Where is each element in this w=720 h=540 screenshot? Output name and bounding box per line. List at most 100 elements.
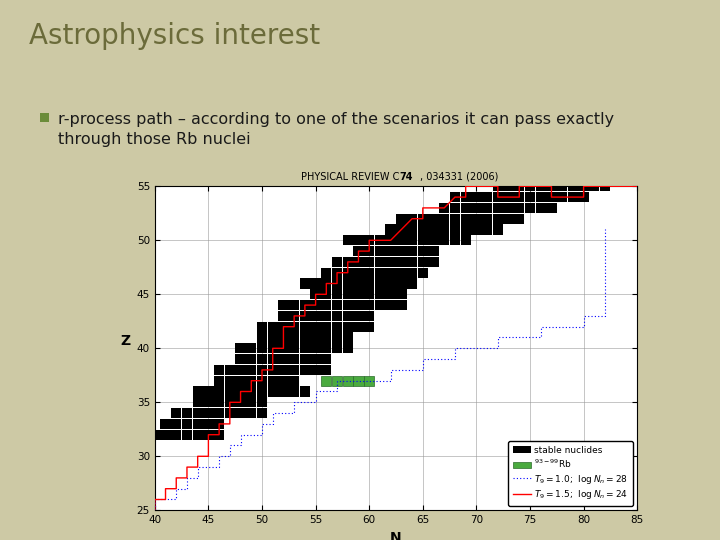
- Bar: [492, 202, 503, 213]
- Bar: [300, 354, 310, 364]
- Bar: [482, 202, 492, 213]
- Bar: [257, 343, 267, 354]
- Bar: [268, 375, 278, 386]
- Bar: [407, 213, 417, 224]
- Bar: [428, 213, 438, 224]
- Legend: stable nuclides, $^{93-99}$Rb, $T_9 = 1.0$;  $\log N_n = 28$, $T_9 = 1.5$;  $\lo: stable nuclides, $^{93-99}$Rb, $T_9 = 1.…: [508, 441, 633, 506]
- Bar: [364, 375, 374, 386]
- Bar: [289, 386, 300, 397]
- Bar: [482, 224, 492, 235]
- Bar: [354, 278, 364, 289]
- Bar: [428, 256, 438, 267]
- Bar: [396, 256, 407, 267]
- Bar: [225, 364, 235, 375]
- Bar: [300, 278, 310, 289]
- Bar: [279, 343, 289, 354]
- Bar: [300, 343, 310, 354]
- Bar: [354, 246, 364, 256]
- Bar: [214, 397, 224, 408]
- Bar: [279, 321, 289, 332]
- Bar: [343, 289, 353, 300]
- Bar: [375, 300, 385, 310]
- Bar: [161, 418, 171, 429]
- Bar: [279, 364, 289, 375]
- Bar: [514, 202, 524, 213]
- Bar: [182, 408, 192, 418]
- Bar: [600, 181, 610, 192]
- Bar: [385, 224, 396, 235]
- Bar: [364, 267, 374, 278]
- Bar: [214, 418, 224, 429]
- Bar: [385, 256, 396, 267]
- Bar: [203, 418, 214, 429]
- Bar: [289, 332, 300, 343]
- Bar: [192, 408, 203, 418]
- Bar: [171, 418, 181, 429]
- Bar: [321, 278, 331, 289]
- Bar: [396, 213, 407, 224]
- Bar: [225, 375, 235, 386]
- Bar: [492, 213, 503, 224]
- Bar: [310, 321, 320, 332]
- Text: Astrophysics interest: Astrophysics interest: [29, 22, 320, 50]
- Bar: [396, 278, 407, 289]
- Bar: [375, 246, 385, 256]
- Bar: [321, 310, 331, 321]
- Bar: [332, 321, 342, 332]
- Bar: [310, 332, 320, 343]
- Bar: [385, 246, 396, 256]
- Bar: [332, 267, 342, 278]
- Bar: [461, 213, 471, 224]
- Bar: [375, 289, 385, 300]
- Bar: [214, 386, 224, 397]
- Bar: [364, 278, 374, 289]
- Bar: [192, 429, 203, 440]
- Bar: [268, 354, 278, 364]
- Bar: [246, 386, 256, 397]
- Bar: [289, 321, 300, 332]
- Bar: [246, 375, 256, 386]
- Bar: [257, 375, 267, 386]
- Bar: [375, 278, 385, 289]
- Bar: [192, 418, 203, 429]
- Bar: [289, 354, 300, 364]
- Bar: [450, 202, 460, 213]
- Bar: [450, 224, 460, 235]
- Bar: [578, 192, 589, 202]
- Bar: [375, 267, 385, 278]
- Bar: [268, 343, 278, 354]
- Bar: [343, 278, 353, 289]
- Bar: [450, 213, 460, 224]
- Bar: [557, 181, 567, 192]
- Bar: [407, 267, 417, 278]
- Bar: [354, 321, 364, 332]
- Bar: [407, 235, 417, 246]
- Bar: [385, 235, 396, 246]
- Bar: [461, 224, 471, 235]
- Bar: [536, 202, 546, 213]
- Bar: [321, 375, 331, 386]
- Bar: [396, 224, 407, 235]
- Bar: [300, 321, 310, 332]
- Bar: [289, 364, 300, 375]
- Bar: [354, 310, 364, 321]
- Bar: [385, 278, 396, 289]
- Bar: [192, 386, 203, 397]
- Bar: [461, 202, 471, 213]
- Bar: [310, 300, 320, 310]
- Bar: [310, 310, 320, 321]
- Bar: [492, 224, 503, 235]
- Bar: [332, 278, 342, 289]
- Bar: [171, 429, 181, 440]
- Bar: [428, 235, 438, 246]
- Bar: [472, 224, 482, 235]
- Bar: [332, 332, 342, 343]
- Bar: [321, 343, 331, 354]
- Bar: [235, 343, 246, 354]
- Bar: [354, 289, 364, 300]
- Bar: [257, 386, 267, 397]
- Bar: [364, 289, 374, 300]
- Bar: [321, 332, 331, 343]
- Bar: [268, 364, 278, 375]
- Bar: [225, 386, 235, 397]
